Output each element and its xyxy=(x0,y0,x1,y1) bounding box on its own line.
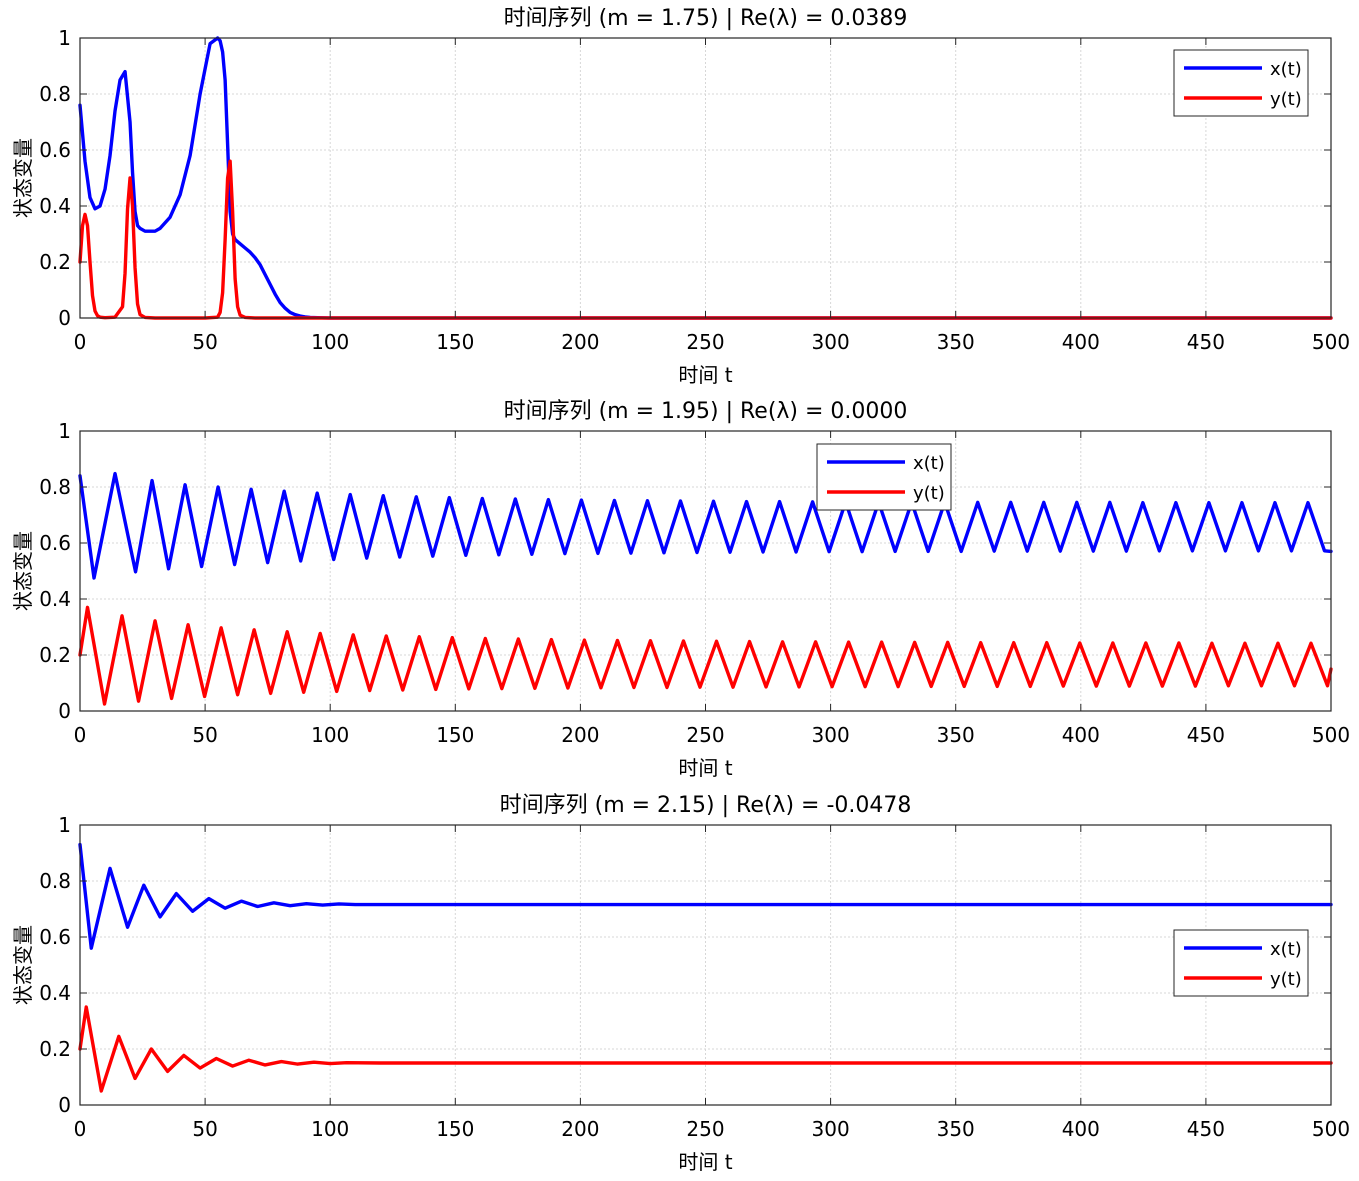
x-axis-label: 时间 t xyxy=(678,756,732,780)
series-group xyxy=(78,842,1333,1093)
y-tick-label: 0.6 xyxy=(39,531,71,555)
x-tick-label: 300 xyxy=(812,1117,850,1141)
series-line-yt xyxy=(78,605,1333,706)
y-tick-label: 0 xyxy=(58,1093,71,1117)
y-tick-label: 0.8 xyxy=(39,82,71,106)
x-tick-label: 0 xyxy=(74,1117,87,1141)
x-tick-label: 250 xyxy=(686,330,724,354)
x-tick-label: 350 xyxy=(937,723,975,747)
series-line-xt xyxy=(78,471,1333,580)
x-tick-label: 450 xyxy=(1187,330,1225,354)
y-tick-label: 1 xyxy=(58,419,71,443)
x-tick-label: 450 xyxy=(1187,723,1225,747)
legend: x(t) y(t) xyxy=(1173,49,1309,117)
legend-box xyxy=(1173,929,1309,997)
legend-entry: y(t) xyxy=(1270,969,1302,990)
y-tick-label: 0.2 xyxy=(39,250,71,274)
legend-box xyxy=(816,443,952,511)
x-tick-label: 50 xyxy=(192,1117,217,1141)
subplot-2: 0 50 100 150 200 250 300 350 400 450 500 0 0.2 0.4 0.6… xyxy=(11,399,1350,780)
x-tick-label: 350 xyxy=(937,330,975,354)
x-tick-label: 300 xyxy=(812,330,850,354)
y-axis-label: 状态变量 xyxy=(11,925,35,1005)
x-tick-label: 200 xyxy=(561,1117,599,1141)
subplot-3: 0 50 100 150 200 250 300 350 400 450 500 0 0.2 0.4 0.6… xyxy=(11,793,1350,1174)
series-group xyxy=(78,471,1333,706)
x-tick-label: 0 xyxy=(74,330,87,354)
x-tick-label: 100 xyxy=(311,1117,349,1141)
x-tick-label: 50 xyxy=(192,330,217,354)
y-tick-label: 0.4 xyxy=(39,587,71,611)
x-axis-label: 时间 t xyxy=(678,363,732,387)
x-tick-label: 500 xyxy=(1312,723,1350,747)
legend: x(t) y(t) xyxy=(1173,929,1309,997)
x-axis-label: 时间 t xyxy=(678,1150,732,1174)
x-tick-label: 0 xyxy=(74,723,87,747)
x-tick-label: 250 xyxy=(686,723,724,747)
x-tick-label: 300 xyxy=(812,723,850,747)
x-tick-label: 200 xyxy=(561,723,599,747)
y-tick-label: 0.6 xyxy=(39,925,71,949)
x-tick-label: 500 xyxy=(1312,1117,1350,1141)
chart-title: 时间序列 (m = 2.15) | Re(λ) = -0.0478 xyxy=(500,793,912,818)
x-tick-label: 400 xyxy=(1062,1117,1100,1141)
y-tick-label: 0.8 xyxy=(39,869,71,893)
subplot-1: 0 50 100 150 200 250 300 350 400 450 500 0 0.2 0.4 0.6… xyxy=(11,6,1350,387)
x-tick-label: 450 xyxy=(1187,1117,1225,1141)
x-tick-label: 350 xyxy=(937,1117,975,1141)
x-tick-label: 150 xyxy=(436,723,474,747)
y-tick-label: 0.2 xyxy=(39,643,71,667)
y-axis-label: 状态变量 xyxy=(11,531,35,611)
x-tick-label: 200 xyxy=(561,330,599,354)
legend-entry: x(t) xyxy=(1270,939,1302,960)
x-tick-label: 500 xyxy=(1312,330,1350,354)
legend-entry: x(t) xyxy=(913,453,945,474)
chart-title: 时间序列 (m = 1.75) | Re(λ) = 0.0389 xyxy=(504,6,908,31)
y-tick-label: 1 xyxy=(58,26,71,50)
x-tick-label: 400 xyxy=(1062,330,1100,354)
x-tick-label: 150 xyxy=(436,1117,474,1141)
y-tick-label: 0 xyxy=(58,306,71,330)
x-tick-label: 150 xyxy=(436,330,474,354)
y-axis-label: 状态变量 xyxy=(11,138,35,218)
y-tick-label: 0.6 xyxy=(39,138,71,162)
y-tick-label: 1 xyxy=(58,813,71,837)
legend-entry: y(t) xyxy=(1270,89,1302,110)
y-tick-label: 0.4 xyxy=(39,194,71,218)
y-tick-label: 0.2 xyxy=(39,1037,71,1061)
legend-box xyxy=(1173,49,1309,117)
x-tick-label: 50 xyxy=(192,723,217,747)
y-tick-label: 0.8 xyxy=(39,475,71,499)
x-tick-label: 250 xyxy=(686,1117,724,1141)
series-line-yt xyxy=(78,1005,1333,1093)
x-tick-label: 100 xyxy=(311,723,349,747)
legend-entry: y(t) xyxy=(913,483,945,504)
y-tick-label: 0.4 xyxy=(39,981,71,1005)
y-tick-label: 0 xyxy=(58,699,71,723)
x-tick-label: 400 xyxy=(1062,723,1100,747)
legend-entry: x(t) xyxy=(1270,59,1302,80)
chart-title: 时间序列 (m = 1.95) | Re(λ) = 0.0000 xyxy=(504,399,908,424)
legend: x(t) y(t) xyxy=(816,443,952,511)
series-line-xt xyxy=(78,842,1333,950)
x-tick-label: 100 xyxy=(311,330,349,354)
